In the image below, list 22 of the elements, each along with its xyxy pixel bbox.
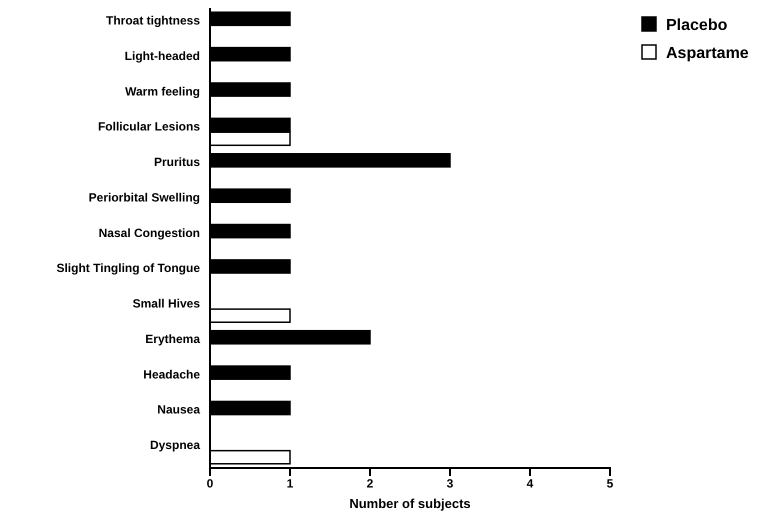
- y-tick-label: Dyspnea: [150, 438, 200, 452]
- y-tick-label: Light-headed: [124, 48, 200, 63]
- y-tick-label: Follicular Lesions: [98, 120, 200, 134]
- legend-label: Aspartame: [666, 45, 749, 62]
- y-tick-label: Nausea: [157, 402, 200, 417]
- x-tick-label: 2: [366, 476, 374, 491]
- x-tick-label: 1: [286, 476, 294, 491]
- legend-label: Placebo: [666, 17, 728, 34]
- x-tick-label: 5: [606, 476, 614, 491]
- y-tick-label: Periorbital Swelling: [88, 190, 200, 204]
- y-tick-label: Headache: [143, 367, 200, 382]
- y-tick-label: Warm feeling: [125, 84, 200, 98]
- y-tick-label: Small Hives: [132, 296, 200, 311]
- y-tick-label: Throat tightness: [106, 13, 200, 28]
- x-tick-label: 3: [446, 476, 454, 491]
- x-tick-label: 4: [526, 476, 534, 491]
- x-tick-label: 0: [206, 476, 214, 491]
- y-tick-label: Slight Tingling of Tongue: [56, 261, 200, 276]
- y-tick-label: Pruritus: [154, 155, 200, 170]
- y-tick-label: Nasal Congestion: [98, 226, 200, 240]
- x-axis-title: Number of subjects: [349, 496, 471, 511]
- y-tick-label: Erythema: [145, 332, 200, 346]
